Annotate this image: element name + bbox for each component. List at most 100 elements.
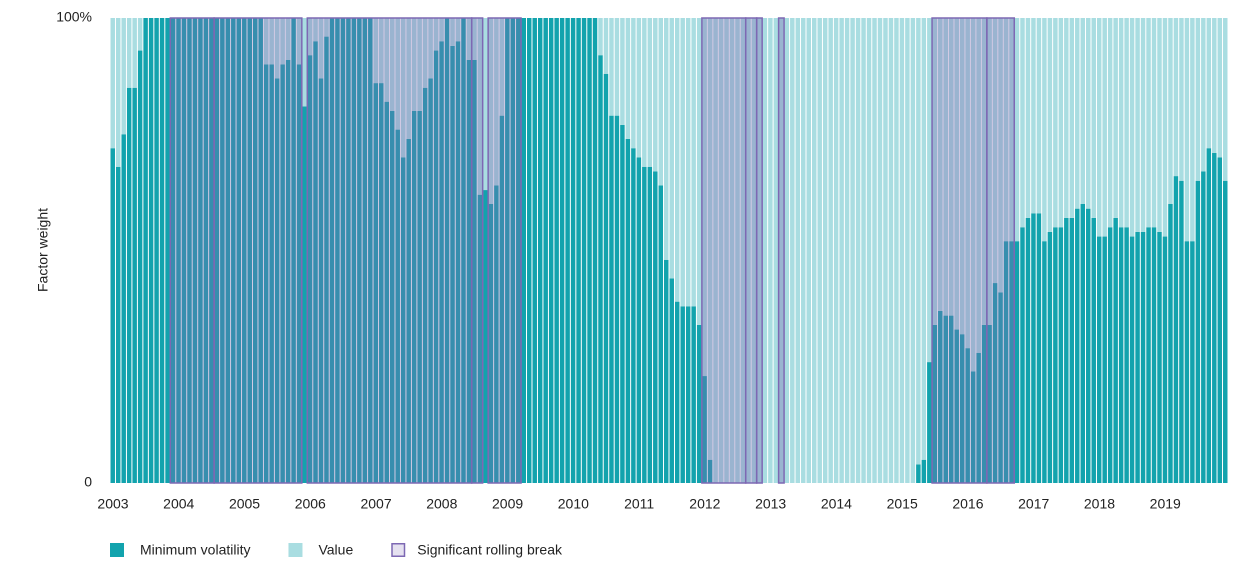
bar-segment	[1146, 18, 1151, 228]
bar-segment	[537, 18, 543, 483]
bar-segment	[664, 259, 669, 483]
bar-segment	[433, 18, 439, 51]
bar-segment	[214, 18, 220, 483]
bar-segment	[757, 18, 762, 483]
x-tick-label: 2005	[229, 496, 260, 512]
bar-segment	[932, 18, 938, 325]
x-tick-label: 2008	[426, 496, 457, 512]
bar-segment	[653, 171, 658, 483]
bar-segment	[801, 18, 806, 483]
bar-segment	[1217, 18, 1223, 158]
bar-segment	[899, 18, 905, 483]
bar-segment	[368, 18, 373, 483]
bar-segment	[1173, 18, 1179, 177]
bar-segment	[779, 18, 784, 483]
bar-segment	[548, 18, 554, 483]
bar-segment	[258, 18, 263, 483]
bar-segment	[674, 18, 680, 302]
bar-segment	[1042, 18, 1047, 242]
bar-segment	[324, 36, 329, 483]
bar-segment	[132, 87, 137, 483]
bar-segment	[450, 45, 455, 484]
break-region	[931, 17, 988, 484]
bar-segment	[198, 18, 203, 483]
bar-segment	[631, 148, 636, 483]
bar-segment	[581, 18, 587, 483]
bar-segment	[110, 148, 115, 483]
bar-segment	[324, 18, 329, 37]
x-tick-label: 2015	[887, 496, 918, 512]
bar-segment	[263, 18, 269, 65]
bar-segment	[176, 18, 181, 483]
bar-segment	[291, 18, 296, 483]
bar-segment	[768, 18, 773, 483]
bar-segment	[1107, 227, 1113, 483]
bar-segment	[192, 18, 198, 483]
bar-segment	[718, 18, 724, 483]
bar-segment	[822, 18, 828, 483]
bar-segment	[916, 18, 921, 465]
bar-segment	[132, 18, 137, 88]
bar-segment	[685, 18, 691, 307]
bar-segment	[883, 18, 888, 483]
bar-segment	[1091, 18, 1096, 218]
break-region	[306, 17, 473, 484]
bar-segment	[970, 18, 976, 372]
bar-segment	[927, 18, 932, 363]
bar-segment	[916, 464, 921, 483]
bar-segment	[307, 55, 313, 483]
bar-segment	[707, 459, 713, 483]
bar-segment	[521, 18, 527, 483]
bar-segment	[422, 18, 428, 88]
bar-segment	[1168, 204, 1173, 483]
bar-segment	[658, 18, 664, 186]
bar-segment	[1003, 18, 1009, 242]
bar-segment	[1042, 241, 1047, 483]
bar-segment	[1157, 231, 1162, 483]
bar-segment	[1069, 18, 1075, 218]
bar-segment	[1162, 18, 1168, 237]
bar-segment	[943, 18, 948, 316]
bar-segment	[516, 18, 521, 483]
bar-segment	[280, 64, 285, 483]
bar-segment	[384, 101, 389, 483]
break-region	[744, 17, 758, 484]
bar-segment	[1036, 18, 1042, 214]
bar-segment	[861, 18, 866, 483]
bar-segment	[784, 18, 790, 483]
bar-segment	[477, 18, 483, 195]
bar-segment	[696, 18, 702, 325]
bar-segment	[510, 18, 516, 483]
bar-segment	[773, 18, 779, 483]
bar-segment	[1129, 236, 1135, 483]
bar-segment	[1184, 241, 1190, 483]
bar-segment	[795, 18, 801, 483]
bar-segment	[609, 115, 614, 484]
bar-segment	[894, 18, 899, 483]
bar-segment	[1014, 18, 1020, 242]
bar-segment	[439, 41, 444, 483]
bar-segment	[527, 18, 532, 483]
bar-segment	[296, 18, 302, 65]
bar-segment	[817, 18, 822, 483]
legend-swatch	[110, 543, 124, 557]
bar-segment	[806, 18, 811, 483]
bar-segment	[1217, 157, 1223, 483]
bar-segment	[1223, 18, 1228, 181]
bar-segment	[1168, 18, 1173, 204]
bar-segment	[603, 73, 609, 484]
bar-segment	[1201, 171, 1206, 483]
bar-segment	[653, 18, 658, 172]
bar-segment	[433, 50, 439, 484]
bar-segment	[636, 157, 642, 483]
bar-segment	[949, 315, 954, 483]
bar-segment	[751, 18, 757, 483]
bar-segment	[1058, 18, 1064, 228]
bar-segment	[647, 18, 653, 167]
bar-segment	[970, 371, 976, 483]
bar-segment	[954, 329, 959, 483]
bar-segment	[1102, 18, 1107, 237]
break-region	[487, 17, 522, 484]
bar-segment	[959, 334, 965, 483]
bar-segment	[790, 18, 795, 483]
